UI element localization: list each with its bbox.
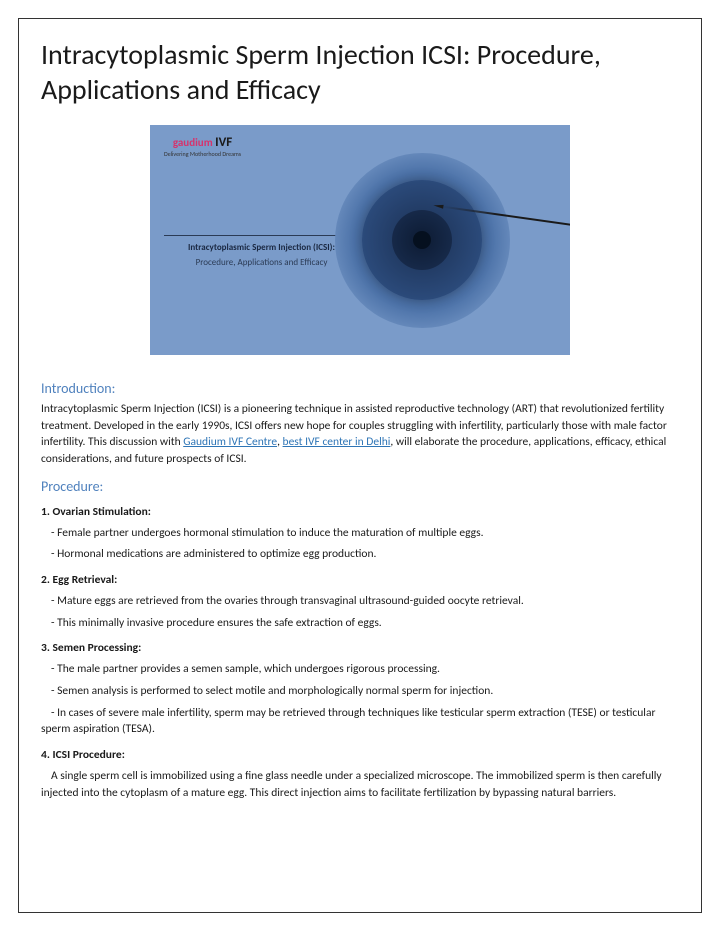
step-heading: 3. Semen Processing: <box>41 641 679 655</box>
step-semen-processing: 3. Semen Processing: - The male partner … <box>41 641 679 738</box>
step-bullet: - Female partner undergoes hormonal stim… <box>51 525 679 542</box>
hero-caption: Intracytoplasmic Sperm Injection (ICSI):… <box>164 235 359 268</box>
step-icsi-procedure: 4. ICSI Procedure: A single sperm cell i… <box>41 748 679 801</box>
brand-logo: gaudium IVF Delivering Motherhood Dreams <box>164 135 241 158</box>
step-heading: 4. ICSI Procedure: <box>41 748 679 762</box>
step-egg-retrieval: 2. Egg Retrieval: - Mature eggs are retr… <box>41 573 679 631</box>
logo-tagline: Delivering Motherhood Dreams <box>164 150 241 158</box>
step-bullet: - In cases of severe male infertility, s… <box>41 705 679 738</box>
egg-nucleus <box>413 231 431 249</box>
hero-heading: Intracytoplasmic Sperm Injection (ICSI): <box>164 242 359 253</box>
logo-brand-text: gaudium <box>173 136 213 149</box>
section-heading-procedure: Procedure: <box>41 478 679 495</box>
introduction-paragraph: Intracytoplasmic Sperm Injection (ICSI) … <box>41 401 679 468</box>
hero-banner: gaudium IVF Delivering Motherhood Dreams… <box>150 125 570 355</box>
step-heading: 1. Ovarian Stimulation: <box>41 505 679 519</box>
step-bullet: - Mature eggs are retrieved from the ova… <box>51 593 679 610</box>
step-paragraph: A single sperm cell is immobilized using… <box>41 768 679 801</box>
logo-ivf-text: IVF <box>215 135 232 150</box>
hero-subheading: Procedure, Applications and Efficacy <box>164 257 359 268</box>
hero-wrapper: gaudium IVF Delivering Motherhood Dreams… <box>41 125 679 360</box>
step-ovarian-stimulation: 1. Ovarian Stimulation: - Female partner… <box>41 505 679 563</box>
step-heading: 2. Egg Retrieval: <box>41 573 679 587</box>
step-bullet: - This minimally invasive procedure ensu… <box>51 615 679 632</box>
link-gaudium-ivf-centre[interactable]: Gaudium IVF Centre <box>183 435 277 449</box>
document-page: Intracytoplasmic Sperm Injection ICSI: P… <box>18 18 702 913</box>
step-bullet: - Semen analysis is performed to select … <box>51 683 679 700</box>
step-bullet: - Hormonal medications are administered … <box>51 546 679 563</box>
step-bullet: - The male partner provides a semen samp… <box>51 661 679 678</box>
section-heading-introduction: Introduction: <box>41 380 679 397</box>
page-title: Intracytoplasmic Sperm Injection ICSI: P… <box>41 37 679 107</box>
link-best-ivf-center-delhi[interactable]: best IVF center in Delhi <box>283 435 391 449</box>
egg-illustration <box>335 153 510 328</box>
